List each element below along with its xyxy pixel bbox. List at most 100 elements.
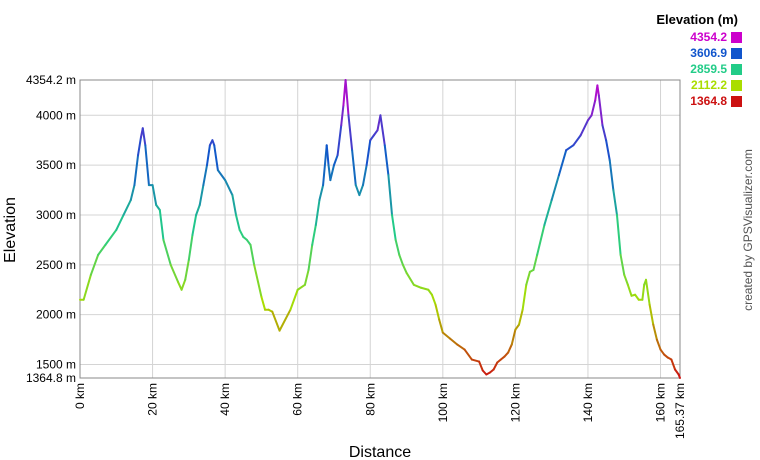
elevation-segment [677,373,681,379]
elevation-segment [104,228,118,246]
legend-entry: 2112.2 [612,77,742,93]
elevation-segment [387,174,394,216]
elevation-segment [420,286,430,291]
elevation-segment [605,139,611,162]
x-tick-label: 140 km [581,383,595,422]
x-tick-label: 100 km [436,383,450,422]
y-tick-label: 4354.2 m [26,73,76,87]
legend-value: 2112.2 [690,78,727,92]
credit-text: created by GPSVisualizer.com [741,149,755,311]
elevation-segment [441,331,452,340]
elevation-segment [398,253,404,266]
elevation-segment [260,295,267,311]
elevation-segment [351,149,357,187]
y-tick-label: 4000 m [36,108,76,122]
elevation-segment [322,144,328,187]
elevation-segment [162,238,172,266]
elevation-segment [318,184,325,202]
elevation-segment [596,84,600,97]
elevation-segment [249,243,256,266]
elevation-segment [296,283,306,291]
legend-value: 4354.2 [690,30,727,44]
elevation-segment [97,243,107,256]
elevation-segment [615,213,622,256]
elevation-segment [586,114,593,122]
x-tick-label: 120 km [508,383,522,422]
elevation-segment [430,293,437,306]
elevation-segment [358,184,365,197]
x-tick-label: 160 km [654,383,668,422]
elevation-segment [332,154,339,167]
elevation-segment [133,154,140,187]
legend-swatch [731,47,742,59]
elevation-segment [344,79,350,117]
elevation-segment [412,283,423,289]
elevation-segment [612,189,618,216]
elevation-segment [670,358,677,371]
elevation-segment [427,288,433,296]
elevation-segment [303,268,310,286]
legend-entry: 3606.9 [612,45,742,61]
y-tick-label: 2000 m [36,308,76,322]
elevation-segment [271,310,281,332]
elevation-segment [601,124,608,142]
elevation-segment [456,343,466,351]
elevation-segment [470,358,481,363]
elevation-segment [394,238,401,256]
elevation-segment [369,134,375,142]
elevation-segment [184,258,190,281]
y-tick-label: 1500 m [36,358,76,372]
elevation-segment [438,318,444,334]
elevation-segment [205,144,211,167]
elevation-segment [674,368,680,376]
x-tick-label: 60 km [291,383,305,416]
legend-entry: 1364.8 [612,93,742,109]
elevation-segment [449,337,459,346]
elevation-segment [597,94,604,127]
elevation-segment [141,127,147,147]
legend-swatch [731,31,742,43]
y-tick-label: 3500 m [36,158,76,172]
elevation-segment [572,134,582,147]
elevation-segment [590,99,597,117]
y-tick-label: 2500 m [36,258,76,272]
elevation-segment [525,270,531,286]
elevation-segment [659,348,666,356]
elevation-segment [518,308,524,326]
legend-value: 1364.8 [690,94,727,108]
elevation-segment [129,184,136,202]
elevation-profile-line [79,79,681,379]
elevation-segment [507,343,513,354]
elevation-segment [492,361,499,371]
elevation-segment [641,283,646,301]
elevation-segment [565,144,575,152]
elevation-segment [626,283,633,297]
grid-lines [79,79,681,379]
elevation-segment [354,184,361,197]
plot-frame [79,79,681,379]
elevation-segment [144,144,150,187]
elevation-segment [478,360,484,372]
elevation-segment [289,288,299,311]
legend-entry: 2859.5 [612,61,742,77]
elevation-segment [379,114,386,147]
elevation-segment [362,164,368,187]
elevation-segment [278,308,292,332]
elevation-segment [463,348,473,361]
elevation-segment [89,253,100,276]
elevation-segment [245,238,252,246]
elevation-segment [158,209,165,241]
elevation-segment [169,263,179,283]
elevation-segment [151,184,158,207]
elevation-segment [82,273,92,301]
elevation-segment [550,174,560,202]
elevation-segment [202,164,208,187]
y-tick-label: 1364.8 m [26,371,76,385]
elevation-segment [543,199,553,226]
elevation-segment [579,119,589,137]
elevation-segment [115,213,125,231]
elevation-segment [176,280,183,291]
y-tick-label: 3000 m [36,208,76,222]
elevation-segment [336,124,343,157]
